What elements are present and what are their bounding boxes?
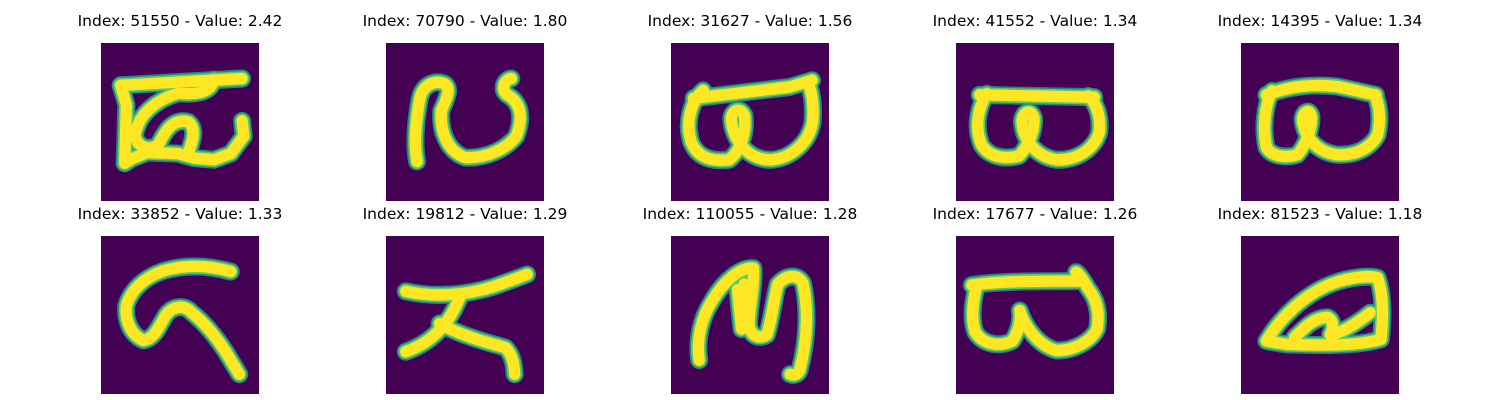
image-panel-4: Index: 41552 - Value: 1.34	[915, 10, 1155, 201]
character-bha-icon	[101, 43, 259, 201]
image-panel-5: Index: 14395 - Value: 1.34	[1200, 10, 1440, 201]
character-hook-icon	[101, 236, 259, 394]
image-panel-6: Index: 33852 - Value: 1.33	[60, 203, 300, 394]
panel-title: Index: 17677 - Value: 1.26	[932, 205, 1138, 223]
image-panel-8: Index: 110055 - Value: 1.28	[630, 203, 870, 394]
character-double-loop-icon	[956, 43, 1114, 201]
image-panel-7: Index: 19812 - Value: 1.29	[345, 203, 585, 394]
image-panel-9: Index: 17677 - Value: 1.26	[915, 203, 1155, 394]
character-double-loop-icon	[1241, 43, 1399, 201]
panel-title: Index: 110055 - Value: 1.28	[642, 205, 858, 223]
panel-title: Index: 81523 - Value: 1.18	[1217, 205, 1423, 223]
character-open-loop-icon	[386, 43, 544, 201]
panel-title: Index: 14395 - Value: 1.34	[1217, 12, 1423, 30]
character-arch-icon	[671, 236, 829, 394]
panel-title: Index: 41552 - Value: 1.34	[932, 12, 1138, 30]
panel-title: Index: 19812 - Value: 1.29	[362, 205, 568, 223]
character-double-loop-icon	[671, 43, 829, 201]
image-panel-10: Index: 81523 - Value: 1.18	[1200, 203, 1440, 394]
panel-title: Index: 51550 - Value: 2.42	[77, 12, 283, 30]
character-cross-icon	[386, 236, 544, 394]
panel-title: Index: 31627 - Value: 1.56	[647, 12, 853, 30]
image-panel-3: Index: 31627 - Value: 1.56	[630, 10, 870, 201]
image-panel-1: Index: 51550 - Value: 2.42	[60, 10, 300, 201]
panel-title: Index: 33852 - Value: 1.33	[77, 205, 283, 223]
image-panel-2: Index: 70790 - Value: 1.80	[345, 10, 585, 201]
panel-title: Index: 70790 - Value: 1.80	[362, 12, 568, 30]
character-double-loop-icon	[956, 236, 1114, 394]
character-slanted-loop-icon	[1241, 236, 1399, 394]
